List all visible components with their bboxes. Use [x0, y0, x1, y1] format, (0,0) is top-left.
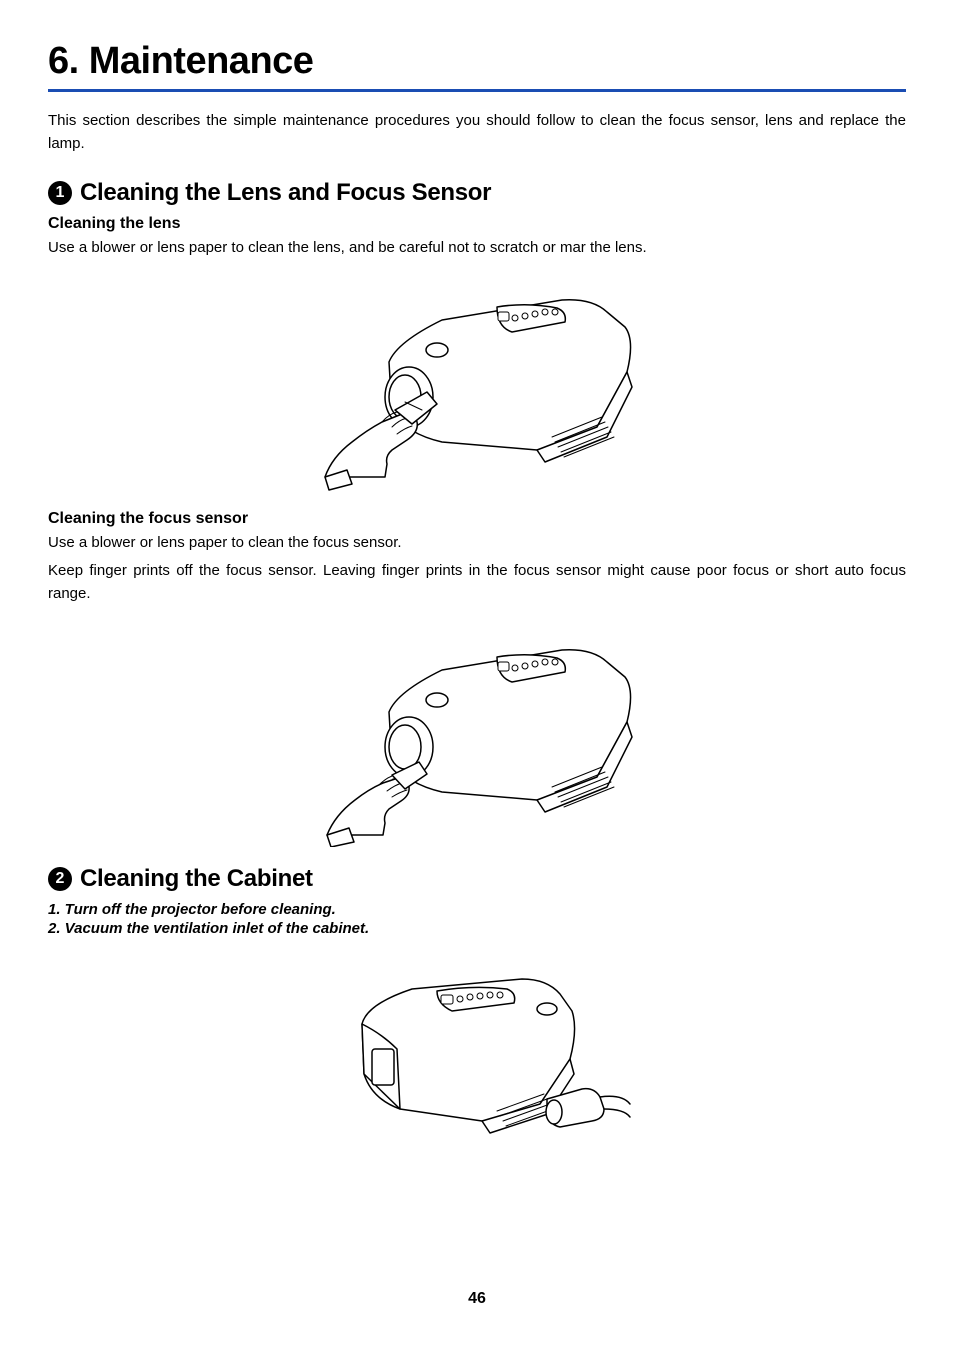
section-2-title: Cleaning the Cabinet — [80, 865, 313, 893]
illustration-focus-sensor-cleaning — [297, 617, 657, 847]
illustration-sensor-cleaning-wrap — [48, 617, 906, 847]
subsection-lens-body: Use a blower or lens paper to clean the … — [48, 237, 906, 260]
section-1-bullet-icon: 1 — [48, 181, 72, 205]
section-2-bullet-icon: 2 — [48, 867, 72, 891]
section-1-title: Cleaning the Lens and Focus Sensor — [80, 179, 491, 207]
section-2-steps: 1. Turn off the projector before cleanin… — [48, 901, 906, 937]
page-number-wrap: 46 — [0, 1290, 954, 1308]
subsection-sensor-body-1: Use a blower or lens paper to clean the … — [48, 532, 906, 555]
step-2: 2. Vacuum the ventilation inlet of the c… — [48, 920, 906, 937]
illustration-cabinet-cleaning — [322, 949, 632, 1149]
section-2-header: 2 Cleaning the Cabinet — [48, 865, 906, 893]
step-1: 1. Turn off the projector before cleanin… — [48, 901, 906, 918]
subsection-sensor-title: Cleaning the focus sensor — [48, 510, 906, 528]
section-1-header: 1 Cleaning the Lens and Focus Sensor — [48, 179, 906, 207]
intro-paragraph: This section describes the simple mainte… — [48, 110, 906, 155]
illustration-lens-cleaning-wrap — [48, 272, 906, 492]
illustration-lens-cleaning — [297, 272, 657, 492]
subsection-lens-title: Cleaning the lens — [48, 215, 906, 233]
subsection-sensor-body-2: Keep finger prints off the focus sensor.… — [48, 560, 906, 605]
chapter-title: 6. Maintenance — [48, 40, 906, 83]
illustration-cabinet-cleaning-wrap — [48, 949, 906, 1149]
chapter-rule — [48, 89, 906, 92]
page-number: 46 — [468, 1290, 486, 1307]
